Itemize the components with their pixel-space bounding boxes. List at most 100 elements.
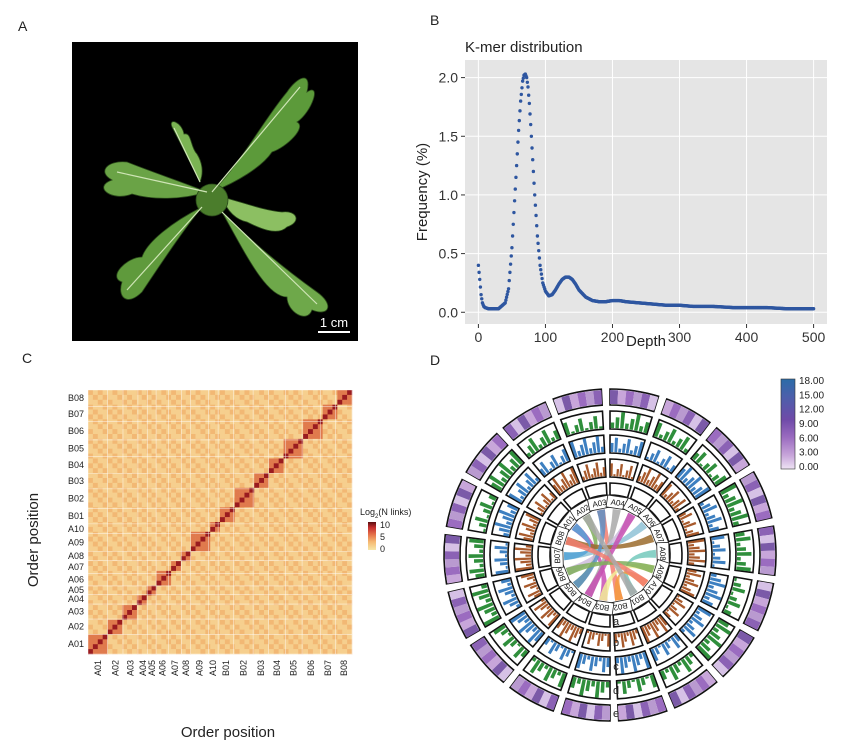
- heatmap-cell: [239, 438, 245, 445]
- heatmap-cell: [347, 531, 353, 537]
- heatmap-cell: [102, 619, 108, 625]
- heatmap-cell: [205, 390, 211, 396]
- heatmap-cell: [107, 438, 113, 445]
- heatmap-cell: [92, 438, 99, 445]
- heatmap-cell: [136, 575, 143, 581]
- heatmap-cell: [127, 438, 133, 445]
- heatmap-cell: [171, 429, 177, 435]
- heatmap-cell: [273, 644, 279, 650]
- heatmap-cell: [322, 546, 328, 552]
- heatmap-cell: [171, 482, 177, 489]
- heatmap-cell: [185, 590, 191, 596]
- track-bar: [736, 547, 747, 552]
- heatmap-cell: [224, 531, 231, 537]
- heatmap-cell: [88, 546, 94, 552]
- heatmap-cell: [264, 448, 270, 454]
- heatmap-cell: [312, 414, 319, 420]
- track-bar: [626, 631, 630, 637]
- heatmap-cell: [200, 517, 206, 523]
- track-bar: [703, 504, 718, 514]
- heatmap-cell: [239, 629, 245, 635]
- heatmap-cell: [239, 600, 245, 606]
- heatmap-cell: [308, 561, 314, 567]
- heatmap-cell: [312, 502, 319, 508]
- heatmap-cell: [156, 561, 162, 567]
- heatmap-cell: [107, 639, 113, 645]
- heatmap-cell: [180, 473, 187, 479]
- x-tick-label: A01: [93, 660, 103, 676]
- heatmap-cell: [229, 546, 235, 552]
- heatmap-cell: [283, 619, 289, 625]
- heatmap-cell: [308, 448, 314, 454]
- heatmap-cell: [136, 404, 143, 410]
- heatmap-cell: [229, 453, 235, 459]
- heatmap-cell: [195, 512, 201, 518]
- heatmap-cell: [264, 590, 270, 596]
- heatmap-cell: [278, 414, 284, 420]
- legend-tick: 0.00: [799, 462, 819, 473]
- heatmap-cell: [176, 429, 182, 435]
- heatmap-cell: [264, 566, 270, 572]
- label-text: B02: [612, 601, 628, 613]
- track-bar: [688, 553, 695, 556]
- heatmap-cell: [107, 429, 113, 435]
- heatmap-cell: [249, 414, 255, 420]
- heatmap-cell: [156, 605, 162, 611]
- heatmap-cell: [283, 541, 289, 547]
- density-stripe: [727, 451, 744, 467]
- heatmap-cell: [92, 590, 99, 596]
- heatmap-cell: [229, 497, 235, 503]
- track-bar: [664, 611, 671, 618]
- heatmap-cell: [278, 526, 284, 533]
- heatmap-cell: [112, 414, 118, 420]
- density-stripe: [682, 409, 696, 427]
- track-bar: [498, 462, 514, 476]
- heatmap-cell: [200, 590, 206, 596]
- density-stripe: [471, 458, 488, 474]
- heatmap-cell: [92, 478, 99, 484]
- heatmap-cell: [122, 605, 128, 611]
- heatmap-cell: [190, 394, 196, 401]
- track-d-segment: [488, 622, 531, 667]
- heatmap-cell: [308, 497, 314, 503]
- track-bar: [656, 461, 660, 465]
- heatmap-cell: [141, 595, 147, 601]
- track-bar: [680, 628, 686, 633]
- heatmap-cell: [161, 614, 167, 621]
- heatmap-cell: [278, 605, 284, 611]
- heatmap-cell: [303, 556, 309, 562]
- density-stripe: [718, 654, 734, 670]
- heatmap-cell: [322, 487, 328, 493]
- heatmap-cell: [185, 463, 191, 469]
- track-bar: [517, 488, 527, 497]
- heatmap-cell: [234, 649, 240, 655]
- heatmap-cell: [234, 517, 240, 523]
- density-stripe: [760, 550, 775, 559]
- heatmap-cell: [156, 487, 162, 493]
- heatmap-cell: [220, 614, 226, 621]
- heatmap-cell: [264, 468, 270, 474]
- heatmap-cell: [278, 487, 284, 493]
- heatmap-cell: [92, 434, 99, 440]
- track-bar: [649, 674, 658, 688]
- heatmap-cell: [254, 639, 260, 645]
- heatmap-cell: [156, 438, 162, 445]
- heatmap-cell: [283, 629, 289, 635]
- track-bar: [593, 415, 598, 429]
- heatmap-cell: [239, 502, 245, 508]
- heatmap-cell: [107, 448, 113, 454]
- track-bar: [680, 512, 693, 521]
- track-bar: [586, 631, 593, 645]
- scale-bar-label: 1 cm: [319, 315, 349, 330]
- density-stripe: [456, 487, 473, 501]
- heatmap-cell: [312, 399, 319, 405]
- heatmap-cell: [97, 394, 103, 401]
- heatmap-cell: [239, 580, 245, 586]
- heatmap-cell: [107, 512, 113, 518]
- heatmap-cell: [122, 482, 128, 489]
- density-stripe: [610, 390, 619, 405]
- heatmap-cell: [332, 512, 338, 518]
- track-c-segment: [643, 441, 684, 475]
- heatmap-cell: [308, 541, 314, 547]
- heatmap-cell: [97, 473, 103, 479]
